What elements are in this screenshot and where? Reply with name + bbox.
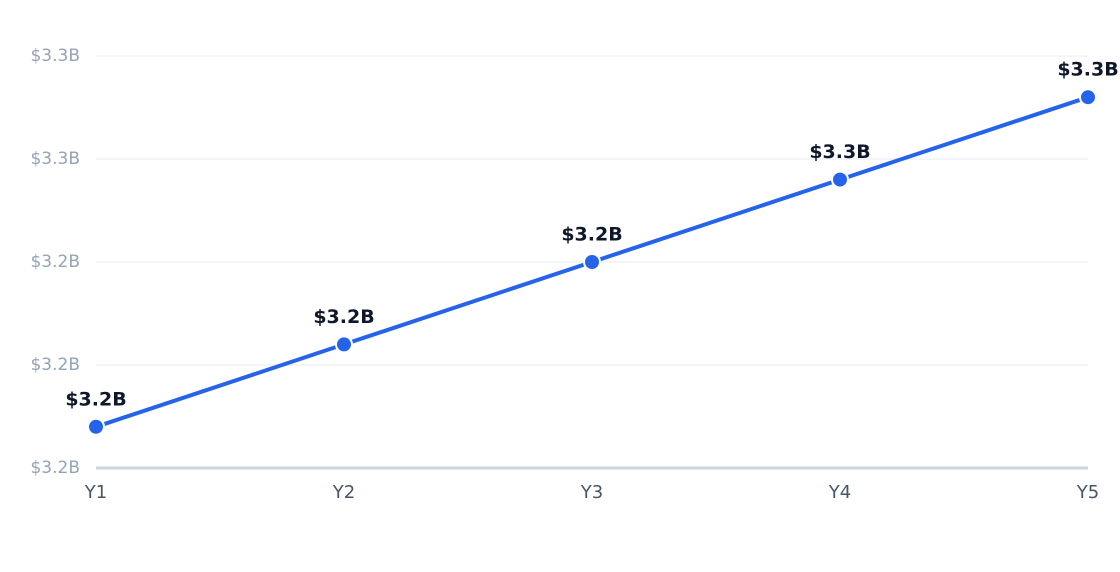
point [1079, 88, 1097, 107]
x-tick-label: Y2 [332, 482, 355, 503]
value-label: $3.2B [313, 306, 374, 328]
value-label: $3.3B [809, 141, 870, 163]
x-tick-label: Y1 [84, 482, 107, 503]
value-label: $3.3B [1057, 59, 1118, 81]
y-tick-label: $3.2B [30, 252, 80, 272]
point [583, 253, 601, 271]
value-label: $3.2B [561, 224, 622, 246]
y-tick-label: $3.2B [30, 355, 80, 375]
y-tick-label: $3.3B [30, 46, 80, 66]
point [831, 170, 849, 189]
point [87, 417, 105, 436]
x-tick-label: Y5 [1076, 482, 1099, 503]
value-label: $3.2B [65, 388, 126, 410]
y-tick-label: $3.3B [30, 149, 80, 169]
x-tick-label: Y4 [828, 482, 851, 503]
y-tick-label: $3.2B [30, 458, 80, 478]
point [335, 335, 353, 354]
x-tick-label: Y3 [580, 482, 603, 503]
